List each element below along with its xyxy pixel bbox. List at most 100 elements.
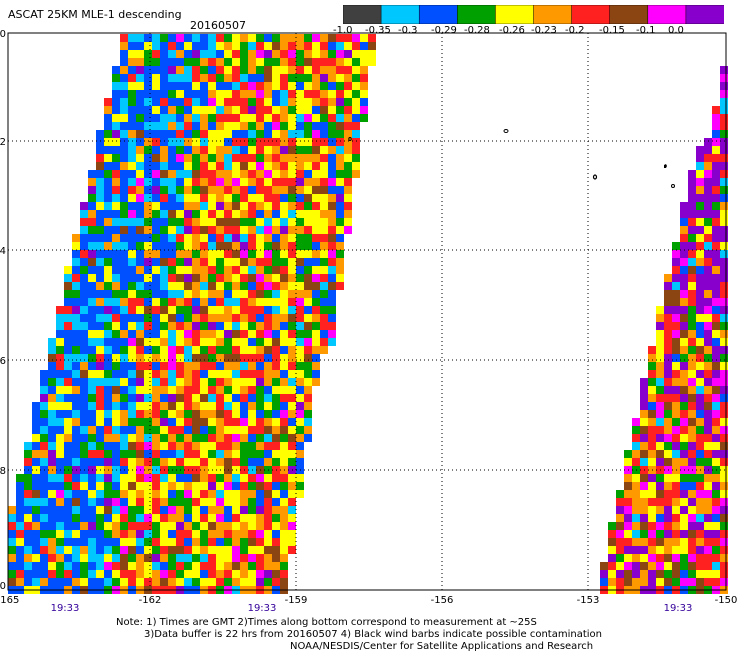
data-cell [328,314,336,322]
data-cell [184,522,192,530]
data-cell [160,538,168,546]
data-cell [16,530,24,538]
data-cell [264,258,272,266]
data-cell [232,186,240,194]
data-cell [280,138,288,146]
data-cell [144,554,152,562]
data-cell [152,42,160,50]
data-cell [632,458,640,466]
data-cell [328,114,336,122]
data-cell [232,362,240,370]
data-cell [160,90,168,98]
data-cell [112,234,120,242]
data-cell [272,562,280,570]
data-cell [696,202,704,210]
data-cell [176,362,184,370]
data-cell [256,530,264,538]
data-cell [240,538,248,546]
data-cell [712,226,720,234]
data-cell [304,74,312,82]
data-cell [288,298,296,306]
data-cell [200,298,208,306]
data-cell [256,130,264,138]
data-cell [224,514,232,522]
data-cell [648,354,656,362]
data-cell [152,202,160,210]
data-cell [96,578,104,586]
data-cell [624,458,632,466]
data-cell [272,154,280,162]
data-cell [696,242,704,250]
data-cell [80,570,88,578]
data-cell [656,442,664,450]
data-cell [688,250,696,258]
data-cell [200,554,208,562]
data-cell [112,74,120,82]
data-cell [320,194,328,202]
data-cell [616,490,624,498]
data-cell [176,562,184,570]
data-cell [216,370,224,378]
data-cell [720,402,728,410]
data-cell [680,402,688,410]
data-cell [656,474,664,482]
data-cell [144,138,152,146]
data-cell [312,42,320,50]
data-cell [256,194,264,202]
data-cell [280,106,288,114]
data-cell [208,82,216,90]
data-cell [72,498,80,506]
data-cell [216,194,224,202]
data-cell [216,498,224,506]
data-cell [672,554,680,562]
data-cell [88,202,96,210]
data-cell [176,450,184,458]
data-cell [208,58,216,66]
data-cell [192,258,200,266]
data-cell [240,154,248,162]
data-cell [224,218,232,226]
data-cell [656,562,664,570]
data-cell [688,554,696,562]
data-cell [680,530,688,538]
data-cell [240,90,248,98]
data-cell [80,514,88,522]
data-cell [688,506,696,514]
data-cell [120,298,128,306]
data-cell [32,490,40,498]
data-cell [328,338,336,346]
data-cell [56,434,64,442]
data-cell [248,58,256,66]
data-cell [248,42,256,50]
data-cell [200,266,208,274]
data-cell [664,514,672,522]
data-cell [136,346,144,354]
data-cell [80,338,88,346]
data-cell [288,458,296,466]
data-cell [48,474,56,482]
data-cell [248,386,256,394]
data-cell [712,546,720,554]
data-cell [320,346,328,354]
data-cell [680,362,688,370]
data-cell [120,434,128,442]
data-cell [136,34,144,42]
data-cell [296,410,304,418]
data-cell [320,226,328,234]
data-cell [296,378,304,386]
data-cell [272,66,280,74]
data-cell [280,522,288,530]
data-cell [216,234,224,242]
data-cell [304,434,312,442]
data-cell [240,522,248,530]
data-cell [200,50,208,58]
data-cell [152,154,160,162]
data-cell [328,130,336,138]
data-cell [96,434,104,442]
data-cell [120,106,128,114]
data-cell [720,522,728,530]
data-cell [336,122,344,130]
data-cell [288,218,296,226]
data-cell [680,458,688,466]
data-cell [696,274,704,282]
